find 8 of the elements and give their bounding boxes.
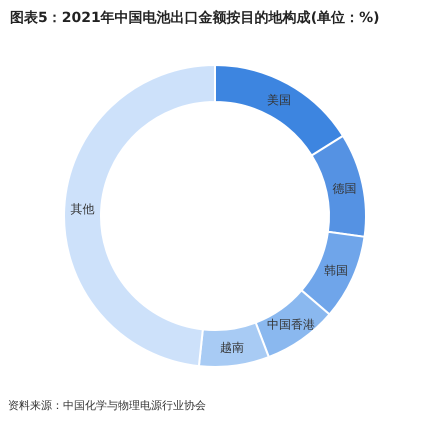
slice-label: 中国香港 bbox=[267, 317, 316, 332]
slice-label: 其他 bbox=[70, 202, 95, 216]
text: 资料来源：中国化学与物理电源行业协会 bbox=[8, 398, 206, 413]
chart-title: 图表5：2021年中国电池出口金额按目的地构成(单位：%) bbox=[10, 8, 381, 28]
slice-label: 美国 bbox=[267, 93, 292, 108]
slice-label: 韩国 bbox=[324, 264, 348, 278]
slice-label: 德国 bbox=[332, 181, 357, 196]
slice-label: 越南 bbox=[220, 340, 244, 354]
